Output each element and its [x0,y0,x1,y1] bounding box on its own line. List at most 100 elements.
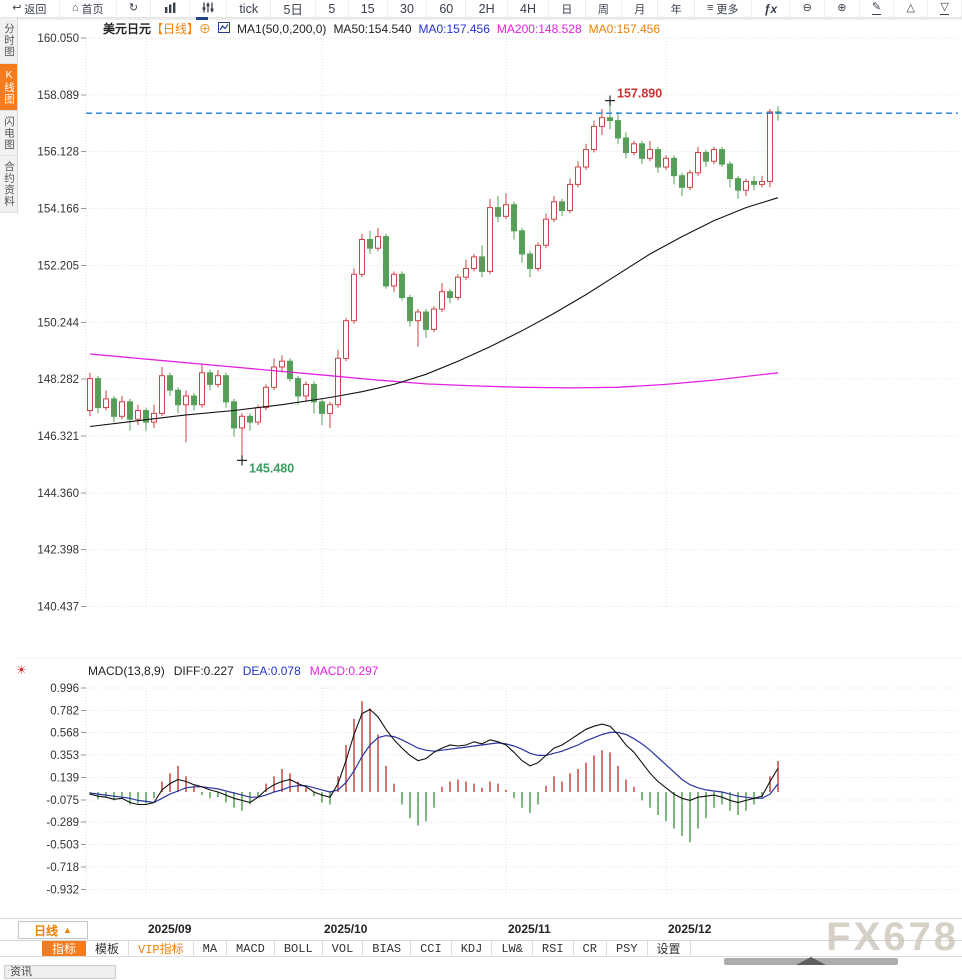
tab-macd[interactable]: MACD [227,941,275,956]
svg-text:154.166: 154.166 [37,204,79,216]
tool-period-week[interactable]: 周 [586,0,623,17]
tool-zoom-out[interactable]: ⊖ [790,0,826,17]
tool-fx-functions[interactable]: ƒx [752,0,791,17]
x-axis-label: 2025/11 [508,922,551,936]
svg-text:0.568: 0.568 [50,728,79,740]
zoom-out-icon: ⊖ [802,2,812,14]
active-tool-indicator [196,17,208,20]
tool-period-2h-label: 2H [478,1,495,16]
tool-period-4h[interactable]: 4H [508,0,550,17]
horizontal-scrollbar[interactable] [724,957,898,965]
tool-triangle-up[interactable]: △ [894,0,929,17]
tool-period-15-label: 15 [360,1,375,16]
ma-chart-icon [218,21,231,36]
tool-indicator-mixer[interactable] [190,0,228,17]
tool-period-60-label: 60 [439,1,454,16]
tool-collapse-down[interactable]: ▽ [928,0,962,17]
tab-cr[interactable]: CR [574,941,607,956]
svg-text:0.996: 0.996 [50,683,79,695]
sidebar-item-time-chart[interactable]: 分时图 [0,18,17,64]
tab-templates[interactable]: 模板 [86,941,130,957]
symbol-name: 美元日元【日线】⊕ [103,22,212,36]
tool-fx-functions-label: ƒx [763,1,778,16]
period-selector-dropdown[interactable]: 日线 ▲ [18,921,88,939]
tool-more[interactable]: ≡ 更多 [695,0,752,17]
tool-refresh[interactable]: ↻ [117,0,152,17]
tool-period-day-label: 日 [561,3,573,16]
tool-period-5d-label: 5日 [283,3,303,17]
tab-bias[interactable]: BIAS [363,941,412,956]
tool-period-15[interactable]: 15 [349,0,388,17]
toolbar-underband [0,17,962,20]
add-indicator-icon[interactable]: ⊕ [199,22,212,36]
svg-text:-0.289: -0.289 [46,817,79,829]
sidebar-item-contract-info[interactable]: 合约资料 [0,156,17,213]
tool-period-30[interactable]: 30 [388,0,428,17]
draw-pencil-icon: ✎ [871,1,882,15]
macd-dea-value: DEA:0.078 [242,664,301,678]
tool-back[interactable]: ↩ 返回 [0,0,60,17]
tab-lw[interactable]: LW& [492,941,533,956]
svg-text:142.398: 142.398 [37,545,79,557]
svg-text:-0.075: -0.075 [46,795,79,807]
tab-kdj[interactable]: KDJ [452,941,493,956]
top-toolbar: ↩ 返回 ⌂ 首页 ↻ tick 5日 5 15 30 60 2H 4H 日周月年 ≡ 更多 ƒx ⊖ ⊕ ✎ △ ▽ [0,0,962,18]
x-axis-label: 2025/12 [668,922,712,936]
more-icon: ≡ [707,2,714,14]
tool-period-year[interactable]: 年 [658,0,695,17]
period-tag: 【日线】 [151,22,200,36]
svg-text:152.205: 152.205 [37,260,79,272]
tool-period-tick[interactable]: tick [227,0,272,17]
svg-text:160.050: 160.050 [37,33,79,45]
sidebar-item-kline-chart[interactable]: K线图 [0,63,17,111]
news-tab-partial[interactable]: 资讯 [4,965,116,979]
x-axis-label: 2025/09 [148,922,192,936]
tool-period-60[interactable]: 60 [427,0,467,17]
ma200-value: MA200:148.528 [496,21,582,36]
ma50-value: MA50:154.540 [333,21,412,36]
refresh-icon: ↻ [128,2,139,14]
tool-draw-pencil[interactable]: ✎ [860,0,895,17]
tab-psy[interactable]: PSY [607,941,648,956]
tool-chart-type[interactable] [151,0,190,17]
tab-settings[interactable]: 设置 [648,941,691,957]
tool-period-day[interactable]: 日 [549,0,586,17]
period-selector-label: 日线 [34,923,59,938]
back-icon: ↩ [12,2,22,14]
tool-period-month[interactable]: 月 [622,0,659,17]
svg-text:0.782: 0.782 [50,705,79,717]
tab-rsi[interactable]: RSI [533,941,574,956]
tab-vol[interactable]: VOL [323,941,364,956]
tab-vip-indicators[interactable]: VIP指标 [129,941,194,957]
main-chart-header: 美元日元【日线】⊕ MA1(50,0,200,0) MA50:154.540 M… [103,20,660,37]
svg-text:140.437: 140.437 [37,602,79,614]
svg-text:-0.932: -0.932 [46,884,79,896]
indicator-settings-sun-icon[interactable]: ☀ [16,663,27,677]
macd-diff-value: DIFF:0.227 [173,664,234,678]
tab-boll[interactable]: BOLL [275,941,323,956]
svg-text:-0.718: -0.718 [46,862,79,874]
chart-type-icon [164,2,177,16]
indicator-tab-bar: 指标 模板 VIP指标 MA MACD BOLL VOL BIAS CCI KDJ LW& RSI CR… [0,940,962,957]
indicator-mixer-icon [202,2,214,16]
tool-period-2h[interactable]: 2H [466,0,508,17]
svg-text:-0.503: -0.503 [46,840,79,852]
ma-settings-label: MA1(50,0,200,0) [237,21,327,36]
sidebar-item-lightning-chart[interactable]: 闪电图 [0,111,17,156]
tool-period-5d[interactable]: 5日 [271,0,317,17]
tab-indicators[interactable]: 指标 [42,941,87,957]
tool-period-30-label: 30 [400,1,414,16]
tool-period-5[interactable]: 5 [316,0,349,17]
macd-macd-value: MACD:0.297 [309,664,379,678]
tab-ma[interactable]: MA [194,941,228,956]
tool-zoom-in[interactable]: ⊕ [825,0,860,17]
tool-home[interactable]: ⌂ 首页 [60,0,117,17]
ma0-value-blue: MA0:157.456 [418,21,490,36]
x-axis-label: 2025/10 [324,922,368,936]
macd-title: MACD(13,8,9) [88,664,165,678]
svg-text:0.353: 0.353 [50,750,79,762]
tab-cci[interactable]: CCI [411,941,452,956]
tool-period-month-label: 月 [634,3,646,16]
